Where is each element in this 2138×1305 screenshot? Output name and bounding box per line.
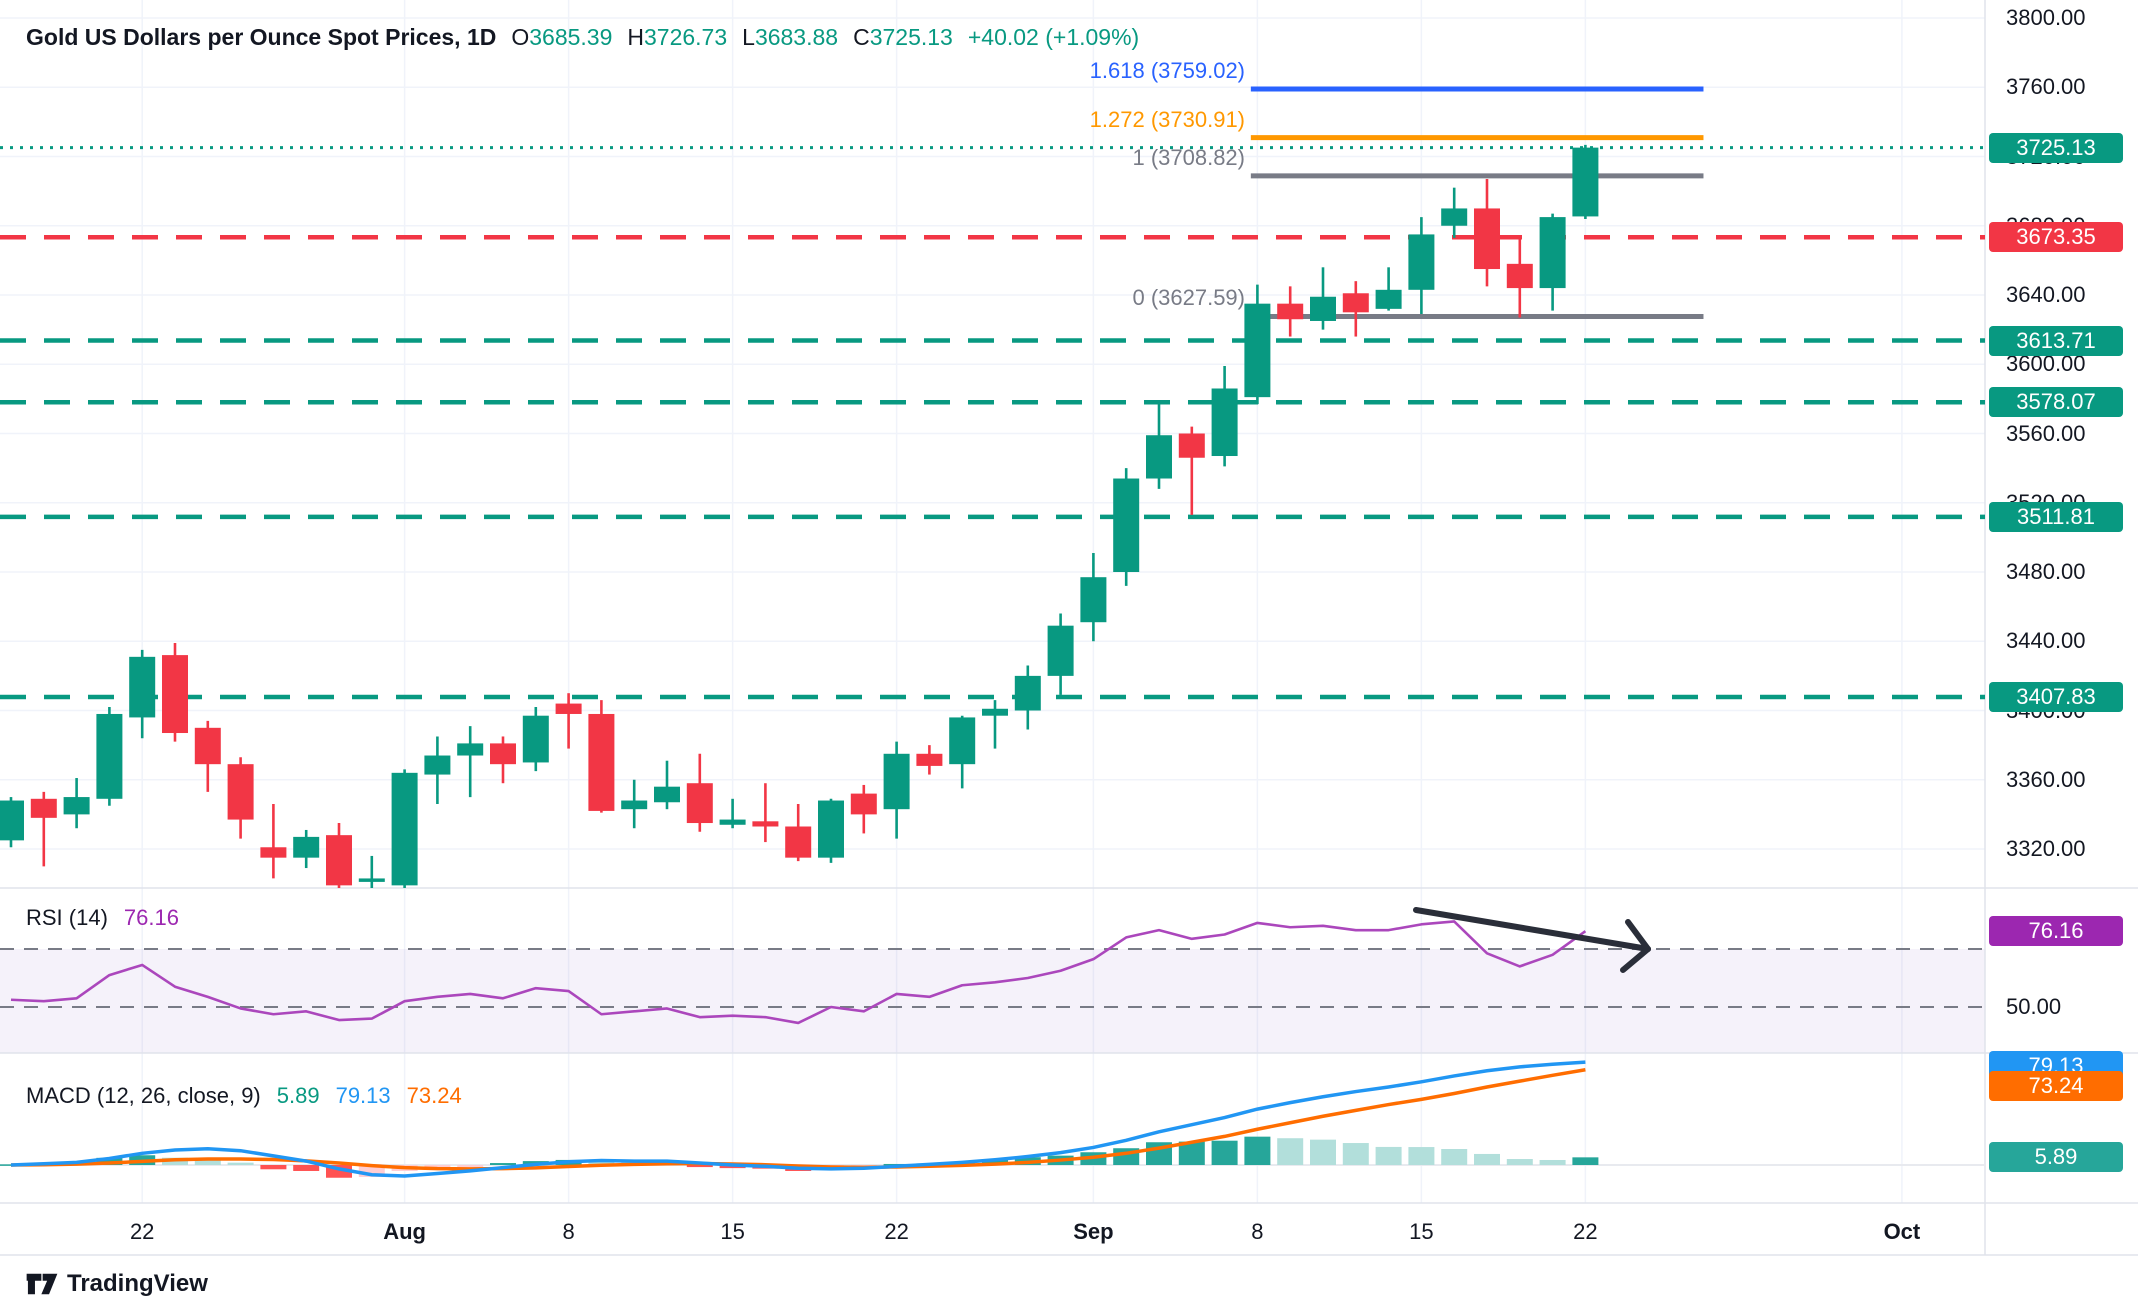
tradingview-logo[interactable]: TradingView [26,1270,208,1298]
macd-hist-badge: 5.89 [1989,1142,2123,1173]
ohlc-close: C3725.13 [853,24,953,50]
price-axis-label: 3320.00 [2006,836,2086,861]
time-axis-label: Aug [383,1219,426,1244]
fib-level-label: 1.618 (3759.02) [1089,57,1245,83]
macd-signal-value: 73.24 [406,1083,462,1108]
price-level-badge: 3673.35 [1989,222,2123,253]
fib-level-label: 0 (3627.59) [1132,285,1245,311]
rsi-value: 76.16 [123,905,179,930]
price-axis-label: 3800.00 [2006,5,2086,30]
time-axis-label: Sep [1073,1219,1114,1244]
ohlc-open: O3685.39 [511,24,613,50]
macd-line-value: 79.13 [335,1083,391,1108]
fib-level-label: 1 (3708.82) [1132,144,1245,170]
price-axis-label: 3760.00 [2006,74,2086,100]
macd-hist-value: 5.89 [276,1083,320,1108]
price-axis-label: 3440.00 [2006,628,2086,654]
price-level-badge: 3407.83 [1989,681,2123,712]
price-level-badge: 3578.07 [1989,387,2123,418]
price-axis-label: 3640.00 [2006,282,2086,307]
time-axis-label: 15 [720,1219,745,1244]
macd-header: MACD (12, 26, close, 9) 5.89 79.13 73.24 [26,1083,462,1109]
price-axis-label: 3360.00 [2006,766,2086,792]
rsi-label: RSI (14) [26,905,108,930]
ohlc-low: L3683.88 [742,24,839,50]
time-axis-label: 22 [1573,1219,1598,1244]
symbol-title: Gold US Dollars per Ounce Spot Prices, 1… [26,24,497,50]
time-axis-label: 22 [129,1219,155,1244]
rsi-value-badge: 76.16 [1989,916,2123,947]
rsi-axis-label: 50.00 [2006,994,2062,1019]
time-axis-label: 22 [884,1219,909,1244]
trend-arrow [1413,907,1651,973]
time-axis-label: 8 [562,1219,575,1244]
time-axis-label: 8 [1251,1219,1264,1244]
tradingview-logo-text: TradingView [67,1270,208,1297]
price-level-badge: 3613.71 [1989,325,2123,356]
price-axis-label: 3560.00 [2006,420,2086,446]
rsi-header: RSI (14) 76.16 [26,905,179,931]
fib-level-label: 1.272 (3730.91) [1089,106,1245,132]
price-change: +40.02 (+1.09%) [967,24,1140,50]
price-level-badge: 3511.81 [1989,501,2123,532]
macd-signal-badge: 73.24 [1989,1071,2123,1101]
price-level-badge: 3725.13 [1989,132,2123,163]
macd-label: MACD (12, 26, close, 9) [26,1083,261,1108]
candles-layer [0,144,1599,888]
time-axis-label: Oct [1883,1219,1921,1244]
ohlc-high: H3726.73 [627,24,728,50]
tradingview-logo-icon [26,1273,58,1295]
price-axis-label: 3480.00 [2006,559,2086,584]
time-axis-label: 15 [1409,1219,1434,1244]
time-axis[interactable] [0,1203,1985,1255]
symbol-header: Gold US Dollars per Ounce Spot Prices, 1… [26,24,1139,51]
